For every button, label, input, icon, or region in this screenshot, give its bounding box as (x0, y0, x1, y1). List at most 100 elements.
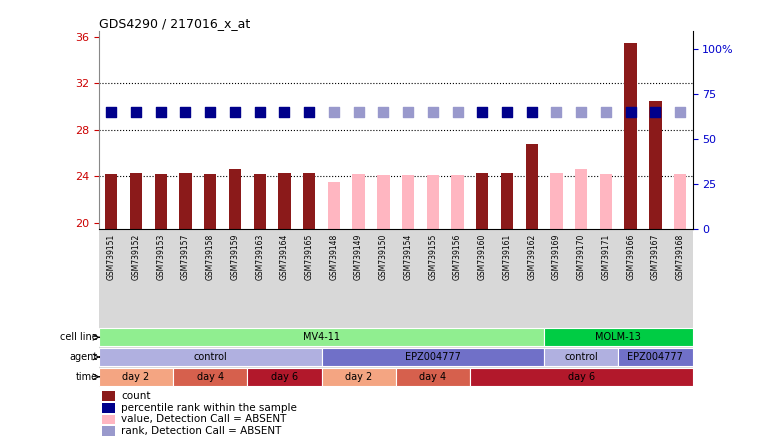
Point (625, 109, 637, 116)
Bar (105, 174, 117, 229)
Text: GSM739169: GSM739169 (552, 234, 561, 280)
Bar (550, 173, 562, 229)
Bar (396, 368, 470, 386)
Text: time: time (75, 372, 97, 382)
Text: count: count (121, 391, 151, 401)
Text: GSM739158: GSM739158 (205, 234, 215, 280)
Bar (575, 169, 587, 229)
Bar (526, 144, 538, 229)
Text: GSM739167: GSM739167 (651, 234, 660, 280)
Bar (377, 175, 390, 229)
Text: GSM739153: GSM739153 (156, 234, 165, 280)
Bar (451, 175, 463, 229)
Text: rank, Detection Call = ABSENT: rank, Detection Call = ABSENT (121, 426, 282, 436)
Bar (102, 403, 115, 412)
Text: GSM739150: GSM739150 (379, 234, 388, 280)
Point (526, 109, 538, 116)
Bar (470, 368, 693, 386)
Bar (102, 426, 115, 436)
Bar (649, 101, 661, 229)
Point (674, 109, 686, 116)
Bar (402, 175, 414, 229)
Point (328, 109, 340, 116)
Bar (625, 43, 637, 229)
Bar (154, 174, 167, 229)
Point (229, 109, 241, 116)
Bar (352, 174, 365, 229)
Point (377, 109, 390, 116)
Bar (102, 392, 115, 401)
Text: MV4-11: MV4-11 (303, 332, 340, 342)
Text: EPZ004777: EPZ004777 (405, 352, 460, 362)
Point (476, 109, 489, 116)
Text: GDS4290 / 217016_x_at: GDS4290 / 217016_x_at (99, 17, 250, 30)
Bar (618, 348, 693, 366)
Point (253, 109, 266, 116)
Text: cell line: cell line (60, 332, 97, 342)
Text: GSM739161: GSM739161 (502, 234, 511, 280)
Text: day 2: day 2 (123, 372, 150, 382)
Text: GSM739171: GSM739171 (601, 234, 610, 280)
Bar (99, 348, 321, 366)
Point (352, 109, 365, 116)
Text: GSM739166: GSM739166 (626, 234, 635, 280)
Text: GSM739170: GSM739170 (577, 234, 586, 280)
Text: GSM739163: GSM739163 (255, 234, 264, 280)
Point (130, 109, 142, 116)
Bar (180, 173, 192, 229)
Bar (303, 173, 315, 229)
Bar (229, 169, 241, 229)
Point (501, 109, 513, 116)
Text: MOLM-13: MOLM-13 (595, 332, 642, 342)
Text: day 6: day 6 (271, 372, 298, 382)
Text: GSM739154: GSM739154 (403, 234, 412, 280)
Bar (321, 368, 396, 386)
Text: GSM739155: GSM739155 (428, 234, 438, 280)
Text: GSM739164: GSM739164 (280, 234, 289, 280)
Text: GSM739159: GSM739159 (231, 234, 240, 280)
Point (427, 109, 439, 116)
Point (105, 109, 117, 116)
Text: agent: agent (69, 352, 97, 362)
Point (180, 109, 192, 116)
Text: GSM739149: GSM739149 (354, 234, 363, 280)
Text: day 2: day 2 (345, 372, 372, 382)
Text: GSM739162: GSM739162 (527, 234, 537, 280)
Bar (476, 173, 489, 229)
Text: GSM739157: GSM739157 (181, 234, 190, 280)
Point (154, 109, 167, 116)
Bar (427, 175, 439, 229)
Bar (279, 173, 291, 229)
Text: value, Detection Call = ABSENT: value, Detection Call = ABSENT (121, 414, 286, 424)
Bar (674, 174, 686, 229)
Text: GSM739151: GSM739151 (107, 234, 116, 280)
Bar (321, 348, 544, 366)
Text: percentile rank within the sample: percentile rank within the sample (121, 403, 297, 413)
Bar (174, 368, 247, 386)
Point (303, 109, 315, 116)
Text: day 6: day 6 (568, 372, 595, 382)
Point (402, 109, 414, 116)
Bar (102, 415, 115, 424)
Text: control: control (565, 352, 598, 362)
Bar (99, 328, 544, 346)
Bar (501, 173, 513, 229)
Text: EPZ004777: EPZ004777 (628, 352, 683, 362)
Bar (130, 173, 142, 229)
Point (550, 109, 562, 116)
Bar (328, 182, 340, 229)
Text: day 4: day 4 (419, 372, 447, 382)
Text: day 4: day 4 (196, 372, 224, 382)
Bar (99, 368, 174, 386)
Bar (204, 174, 216, 229)
Text: GSM739148: GSM739148 (330, 234, 339, 280)
Point (600, 109, 612, 116)
Bar (544, 348, 618, 366)
Bar (253, 174, 266, 229)
Point (575, 109, 587, 116)
Text: GSM739156: GSM739156 (453, 234, 462, 280)
Point (649, 109, 661, 116)
Text: GSM739165: GSM739165 (304, 234, 314, 280)
Bar (247, 368, 321, 386)
Text: control: control (193, 352, 227, 362)
